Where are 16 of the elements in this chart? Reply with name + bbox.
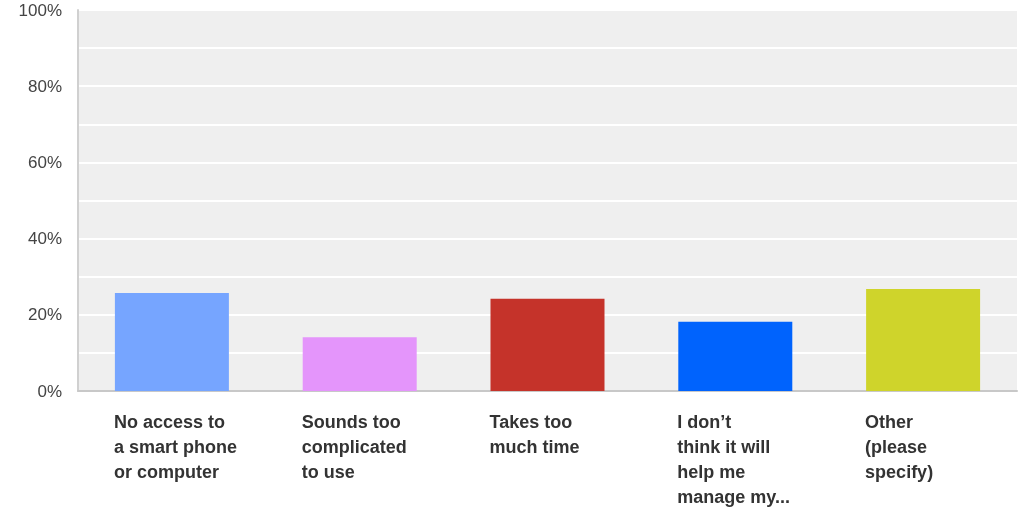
- x-tick-label: Sounds too complicated to use: [301, 411, 407, 482]
- y-tick-label: 80%: [27, 76, 62, 96]
- bar: [866, 288, 981, 391]
- y-tick-label: 20%: [27, 305, 62, 325]
- y-tick-label: 100%: [18, 0, 62, 20]
- x-tick-label: I don’t think it will help me manage my...: [677, 411, 791, 507]
- bar: [114, 293, 229, 391]
- y-tick-label: 40%: [27, 229, 62, 249]
- bar: [302, 337, 417, 391]
- x-tick-label: Other (please specify): [865, 411, 934, 482]
- y-tick-label: 0%: [37, 381, 62, 401]
- y-tick-label: 60%: [27, 152, 62, 172]
- bar: [490, 298, 605, 391]
- x-tick-label: No access to a smart phone or computer: [113, 411, 237, 482]
- bar: [678, 321, 793, 391]
- x-tick-label: Takes too much time: [489, 411, 580, 457]
